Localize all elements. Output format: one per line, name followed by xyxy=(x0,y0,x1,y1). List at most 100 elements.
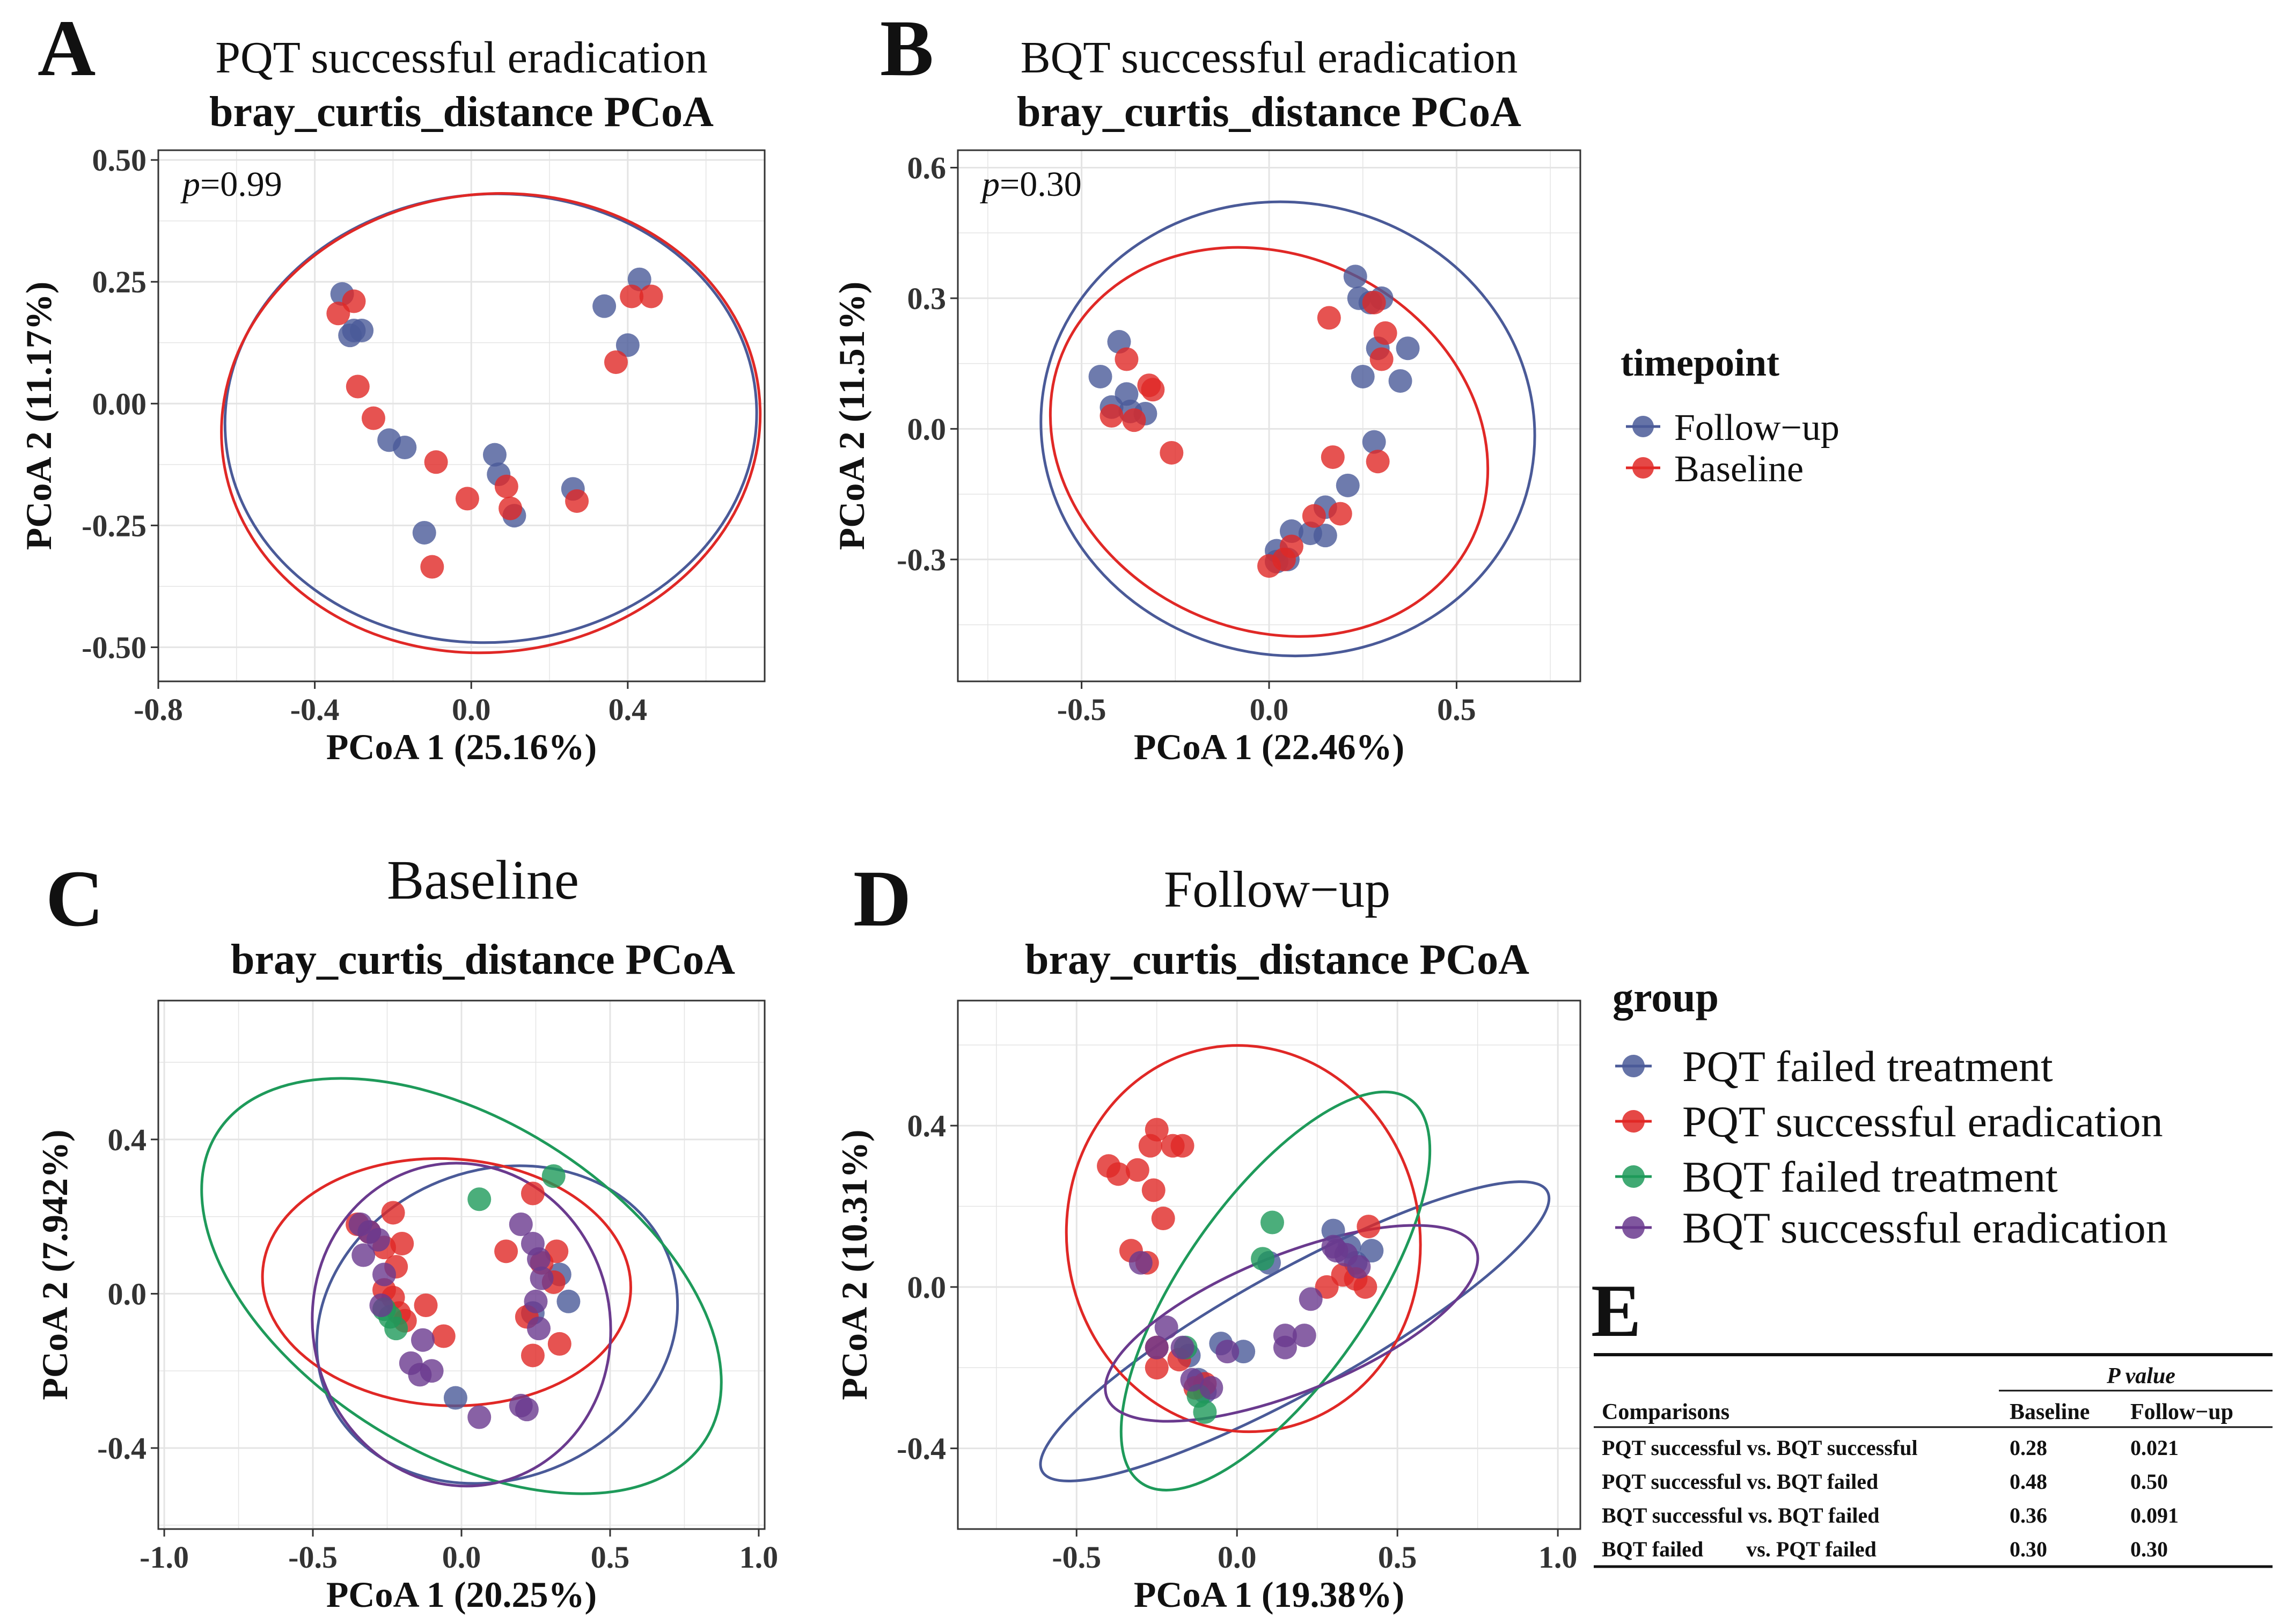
data-point xyxy=(420,1359,444,1383)
data-point xyxy=(1353,1275,1377,1299)
panel-title-b: BQT successful eradication xyxy=(1021,33,1518,83)
data-point xyxy=(1141,1178,1166,1202)
panel-letter-c: C xyxy=(46,854,104,943)
data-point xyxy=(414,1293,438,1317)
y-tick-label: -0.4 xyxy=(97,1431,146,1466)
data-point xyxy=(1115,347,1139,371)
panel-subtitle-d: bray_curtis_distance PCoA xyxy=(1025,936,1529,983)
plot-area-a xyxy=(158,150,765,681)
data-point xyxy=(541,1164,566,1188)
data-point xyxy=(1360,1239,1384,1263)
data-point xyxy=(381,1201,405,1225)
data-point xyxy=(1302,504,1326,528)
data-point xyxy=(366,1228,390,1252)
data-point xyxy=(1122,408,1146,432)
data-point xyxy=(1321,1234,1345,1259)
table-row-3-comparison: BQT successful vs. BQT failed xyxy=(1602,1503,1880,1527)
x-tick-label: 0.5 xyxy=(1437,692,1476,727)
data-point xyxy=(592,294,617,318)
panel-subtitle-b: bray_curtis_distance PCoA xyxy=(1017,89,1521,136)
x-tick-label: -0.5 xyxy=(1052,1540,1101,1575)
y-axis-label-c: PCoA 2 (7.942%) xyxy=(34,1129,75,1400)
panel-a: A PQT successful eradication bray_curtis_d… xyxy=(18,4,766,767)
ellipse-c-pqt-successful-eradication xyxy=(261,1157,632,1407)
p-value: =0.30 xyxy=(1000,165,1082,204)
legend-item-baseline: Baseline xyxy=(1626,449,1804,490)
panel-subtitle-a: bray_curtis_distance PCoA xyxy=(209,89,714,136)
legend-label-follow-up: Follow−up xyxy=(1674,407,1839,449)
data-point xyxy=(499,496,523,520)
x-tick-label: 0.0 xyxy=(452,692,491,727)
data-point xyxy=(431,1324,456,1348)
data-point xyxy=(1160,440,1184,465)
x-tick-label: 0.0 xyxy=(1218,1540,1257,1575)
x-tick-label: -0.5 xyxy=(288,1540,338,1575)
data-point xyxy=(1388,369,1412,393)
y-tick-label: 0.4 xyxy=(907,1108,947,1143)
data-point xyxy=(443,1386,467,1410)
y-tick-label: 0.3 xyxy=(907,281,947,316)
panel-letter-b: B xyxy=(880,4,934,93)
table-row-2-followup: 0.50 xyxy=(2130,1469,2168,1494)
data-point xyxy=(1315,1275,1339,1299)
legend-item-pqt-failed: PQT failed treatment xyxy=(1615,1042,2053,1091)
p-value-annotation-b: p=0.30 xyxy=(980,165,1082,204)
data-point xyxy=(342,289,366,313)
ellipse-a-baseline xyxy=(220,192,762,655)
ellipse-c-bqt-successful-eradication xyxy=(311,1162,612,1488)
legend-label-bqt-failed: BQT failed treatment xyxy=(1682,1152,2058,1201)
y-tick-label: 0.0 xyxy=(108,1276,147,1311)
panel-letter-a: A xyxy=(38,4,96,93)
data-point xyxy=(1145,1356,1169,1380)
x-axis-label-a: PCoA 1 (25.16%) xyxy=(326,726,597,767)
data-point xyxy=(1170,1134,1194,1158)
data-point xyxy=(412,520,436,545)
ellipse-b-follow-up xyxy=(1039,200,1536,658)
legend-label-baseline: Baseline xyxy=(1674,449,1804,490)
data-point xyxy=(494,474,518,498)
x-tick-label: 0.0 xyxy=(442,1540,481,1575)
table-row-2-baseline: 0.48 xyxy=(2010,1469,2047,1494)
data-point xyxy=(467,1405,492,1429)
x-tick-label: 0.4 xyxy=(609,692,648,727)
panel-b: B BQT successful eradication bray_curtis_d… xyxy=(831,4,1581,767)
data-point xyxy=(509,1213,533,1237)
data-point xyxy=(1357,1215,1381,1239)
data-point xyxy=(620,284,644,308)
table-header-followup: Follow−up xyxy=(2130,1400,2233,1424)
table-row-4-followup: 0.30 xyxy=(2130,1537,2168,1561)
legend-dot-pqt-successful xyxy=(1622,1110,1645,1133)
data-point xyxy=(1328,502,1352,526)
x-tick-label: 0.5 xyxy=(1378,1540,1417,1575)
p-value-annotation-a: p=0.99 xyxy=(180,165,282,204)
y-tick-label: -0.25 xyxy=(82,508,146,543)
x-axis-label-c: PCoA 1 (20.25%) xyxy=(326,1574,597,1615)
table-row-3-baseline: 0.36 xyxy=(2010,1503,2047,1527)
data-point xyxy=(1343,264,1367,289)
y-axis-label-d: PCoA 2 (10.31%) xyxy=(834,1129,875,1400)
data-point xyxy=(1373,321,1397,345)
data-point xyxy=(369,1293,393,1317)
data-point xyxy=(351,1243,376,1267)
data-point xyxy=(467,1187,492,1211)
data-point xyxy=(527,1247,551,1271)
x-tick-label: -0.4 xyxy=(290,692,340,727)
x-tick-label: 1.0 xyxy=(739,1540,779,1575)
data-point xyxy=(1154,1316,1178,1340)
p-symbol: p xyxy=(180,165,200,204)
table-row-4-baseline: 0.30 xyxy=(2010,1537,2047,1561)
ellipse-d-bqt-failed-treatment xyxy=(1119,1090,1432,1491)
y-tick-label: 0.0 xyxy=(907,1270,947,1305)
x-axis-label-d: PCoA 1 (19.38%) xyxy=(1134,1574,1404,1615)
data-point xyxy=(556,1289,581,1313)
legend-item-pqt-successful: PQT successful eradication xyxy=(1615,1097,2163,1146)
grid-a xyxy=(158,150,765,681)
data-point xyxy=(1170,1335,1194,1360)
legend-dot-bqt-failed xyxy=(1622,1165,1645,1188)
data-point xyxy=(1145,1335,1169,1360)
data-point xyxy=(1100,404,1124,428)
table-row-3-followup: 0.091 xyxy=(2130,1503,2179,1527)
legend-group-title: group xyxy=(1613,974,1719,1020)
data-point xyxy=(527,1317,551,1341)
grid-c xyxy=(158,1001,765,1529)
